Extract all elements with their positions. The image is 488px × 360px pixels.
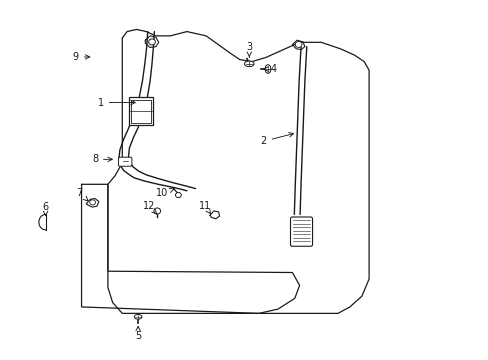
Bar: [131, 100, 150, 123]
Text: 2: 2: [260, 132, 293, 146]
Text: 12: 12: [142, 201, 156, 214]
Circle shape: [154, 208, 160, 214]
Circle shape: [148, 39, 155, 45]
Ellipse shape: [134, 314, 142, 319]
FancyBboxPatch shape: [290, 217, 312, 246]
Text: 4: 4: [263, 64, 276, 74]
Circle shape: [175, 193, 181, 198]
Text: 7: 7: [76, 188, 88, 201]
FancyBboxPatch shape: [118, 157, 132, 166]
Text: 11: 11: [199, 201, 211, 214]
Ellipse shape: [264, 65, 270, 73]
Bar: [128, 98, 153, 125]
Text: 6: 6: [42, 202, 49, 216]
Text: 1: 1: [98, 98, 135, 108]
Circle shape: [89, 200, 95, 205]
Ellipse shape: [244, 61, 254, 67]
Text: 8: 8: [92, 154, 112, 165]
Text: 3: 3: [246, 42, 252, 57]
Text: 5: 5: [135, 327, 141, 341]
Text: 10: 10: [156, 188, 174, 198]
Text: 9: 9: [73, 52, 90, 62]
Circle shape: [295, 41, 302, 48]
